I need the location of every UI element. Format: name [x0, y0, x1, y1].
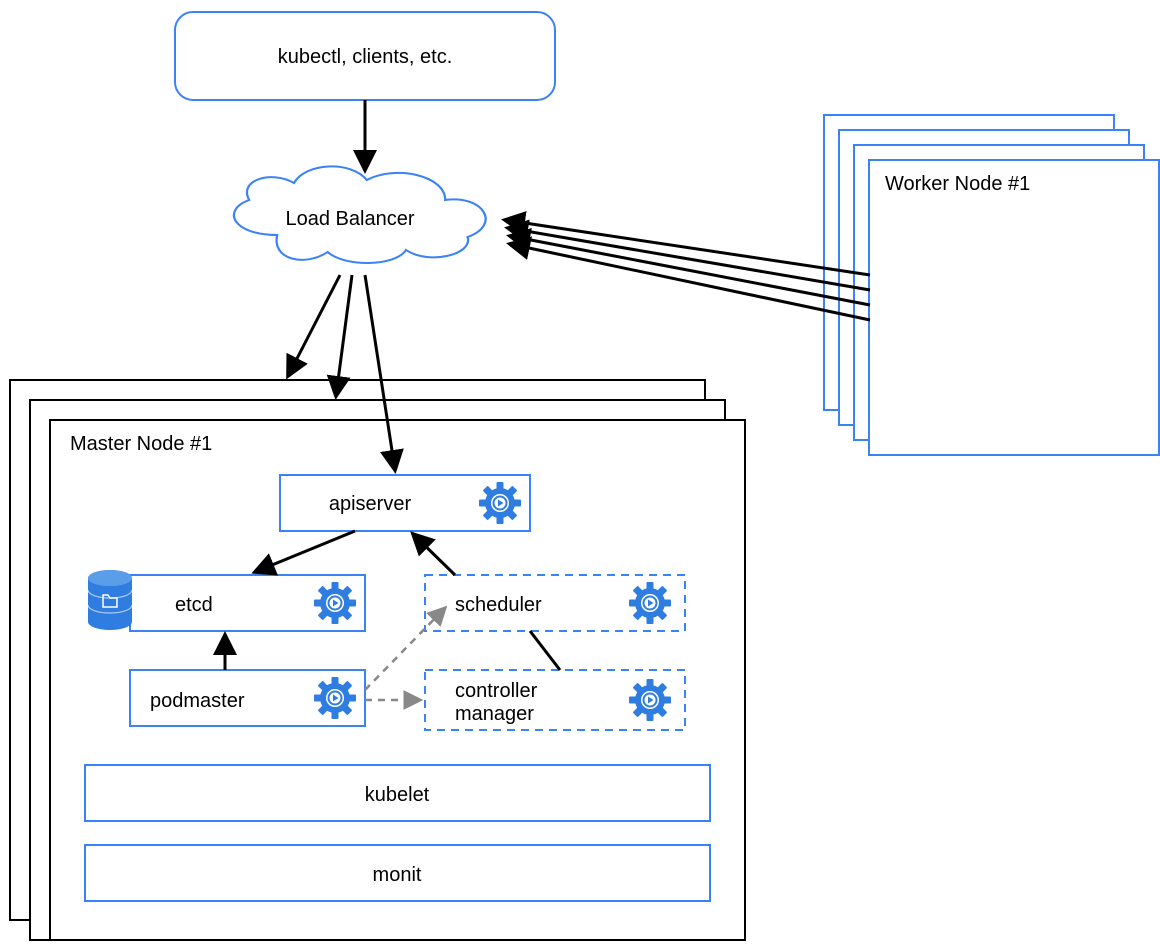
kubelet-label: kubelet	[365, 784, 430, 806]
worker-node-label: Worker Node #1	[885, 173, 1030, 195]
etcd-label: etcd	[175, 594, 213, 616]
clients-label: kubectl, clients, etc.	[278, 46, 453, 68]
gear-icon	[314, 677, 356, 719]
master-node-label: Master Node #1	[70, 433, 212, 455]
database-icon	[88, 570, 132, 630]
architecture-diagram: kubectl, clients, etc. Load Balancer Wor…	[0, 0, 1160, 946]
load-balancer-label: Load Balancer	[286, 208, 415, 230]
controller-manager-label-1: controller	[455, 680, 538, 702]
apiserver-label: apiserver	[329, 493, 412, 515]
arrows-worker-lb	[505, 220, 870, 320]
podmaster-label: podmaster	[150, 690, 245, 712]
gear-icon	[479, 482, 521, 524]
gear-icon	[629, 582, 671, 624]
controller-manager-label-2: manager	[455, 703, 534, 725]
monit-label: monit	[373, 864, 422, 886]
gear-icon	[629, 679, 671, 721]
worker-node-stack	[824, 115, 1159, 455]
scheduler-label: scheduler	[455, 594, 542, 616]
gear-icon	[314, 582, 356, 624]
